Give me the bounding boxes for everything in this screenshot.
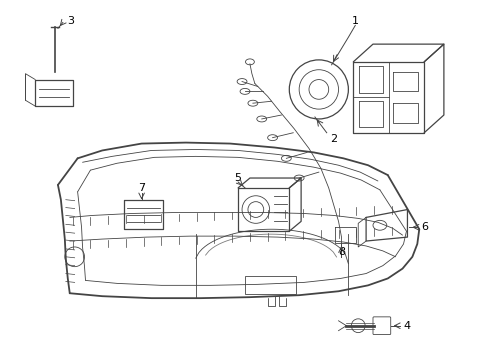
Text: 1: 1 — [352, 15, 359, 26]
Text: 3: 3 — [67, 15, 74, 26]
Bar — [245, 276, 296, 294]
Text: 8: 8 — [338, 247, 345, 257]
Text: 5: 5 — [235, 173, 242, 183]
Text: 2: 2 — [330, 134, 337, 144]
Text: 6: 6 — [422, 222, 429, 232]
Text: 7: 7 — [138, 183, 145, 193]
Text: 4: 4 — [404, 321, 411, 331]
